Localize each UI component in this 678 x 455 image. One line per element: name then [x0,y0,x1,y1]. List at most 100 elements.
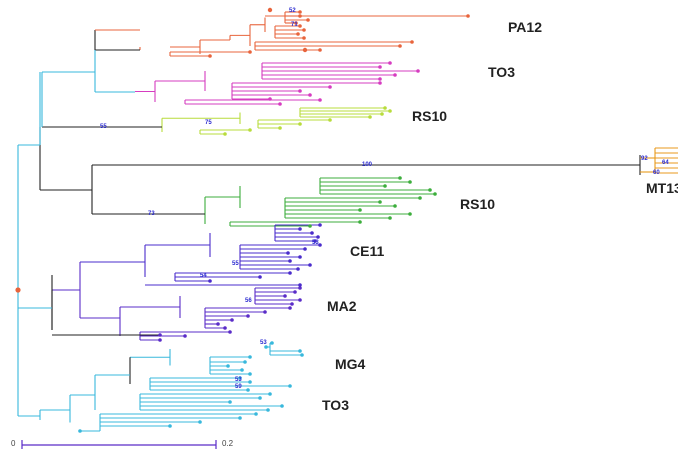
tip-node [263,310,267,314]
bootstrap-value: 55 [100,124,107,130]
tip-node [198,420,202,424]
bootstrap-value: 64 [662,160,669,166]
tip-node [318,98,322,102]
tip-node [280,404,284,408]
bootstrap-value: 59 [235,384,242,390]
tip-node [230,318,234,322]
tip-node [248,50,252,54]
tip-node [298,227,302,231]
tip-node [270,341,274,345]
clade-label-to3-lower: TO3 [322,397,349,413]
tip-node [378,77,382,81]
tip-node [378,81,382,85]
bootstrap-value: 55 [232,261,239,267]
tip-node [223,132,227,136]
tip-node [268,392,272,396]
tip-node [308,263,312,267]
tip-node [416,69,420,73]
tip-node [393,204,397,208]
tip-node [358,208,362,212]
tip-node [318,243,322,247]
clade-label-mt13: MT13 [646,180,678,196]
tip-node [248,128,252,132]
tip-node [254,412,258,416]
scale-bar [21,440,217,449]
tip-node [408,180,412,184]
tip-node [248,355,252,359]
tip-node [228,400,232,404]
tip-node [158,338,162,342]
bootstrap-value: 92 [641,156,648,162]
tip-node [286,251,290,255]
root-node [15,287,21,293]
tip-node [293,290,297,294]
bootstrap-value: 54 [200,273,207,279]
tip-node [246,314,250,318]
tip-node [296,32,300,36]
bootstrap-value: 53 [312,240,319,246]
tip-node [298,286,302,290]
tip-node [264,345,268,349]
tip-node [283,294,287,298]
tip-node [298,122,302,126]
tip-node [378,200,382,204]
tip-node [368,115,372,119]
tip-node [258,396,262,400]
bootstrap-value: 53 [235,377,242,383]
clade-label-rs10-lower: RS10 [460,196,496,212]
tip-node [298,24,302,28]
bootstrap-value: 53 [260,340,267,346]
bootstrap-value: 56 [245,298,252,304]
tip-node [308,224,312,228]
tip-node [380,112,384,116]
tip-node [408,212,412,216]
tip-node [383,184,387,188]
bootstrap-value: 71 [291,22,298,28]
tip-node [226,364,230,368]
tip-node [298,10,302,14]
clade-label-rs10-upper: RS10 [412,108,448,124]
tree-tips [15,7,470,433]
tip-node [298,255,302,259]
tip-node [328,118,332,122]
tip-node [318,48,322,52]
tip-node [298,283,302,287]
tip-node [288,306,292,310]
tip-node [294,21,298,25]
tip-node [78,429,82,433]
tip-node [238,376,242,380]
tip-node [288,384,292,388]
tip-node [223,326,227,330]
tip-node [300,353,304,357]
tip-node [298,14,302,18]
tip-node [290,302,294,306]
bootstrap-value: 60 [653,170,660,176]
tip-node [248,380,252,384]
scale-end-label: 0.2 [222,439,234,448]
bootstrap-value: 100 [362,162,373,168]
clade-label-pa12: PA12 [508,19,542,35]
tip-node [208,279,212,283]
tip-node [228,330,232,334]
clade-label-mg4: MG4 [335,356,366,372]
marker-node [267,7,273,13]
tip-node [258,275,262,279]
tip-node [216,322,220,326]
tip-node [278,102,282,106]
tip-node [298,298,302,302]
tip-node [183,334,187,338]
tip-node [240,368,244,372]
tip-node [298,89,302,93]
tip-node [410,40,414,44]
tip-node [398,44,402,48]
tip-node [466,14,470,18]
tip-node [243,360,247,364]
tip-node [278,126,282,130]
tip-node [288,271,292,275]
clade-label-ce11: CE11 [350,243,385,259]
tip-node [388,216,392,220]
bootstrap-value: 52 [289,8,296,14]
tip-node [393,73,397,77]
tip-node [266,408,270,412]
